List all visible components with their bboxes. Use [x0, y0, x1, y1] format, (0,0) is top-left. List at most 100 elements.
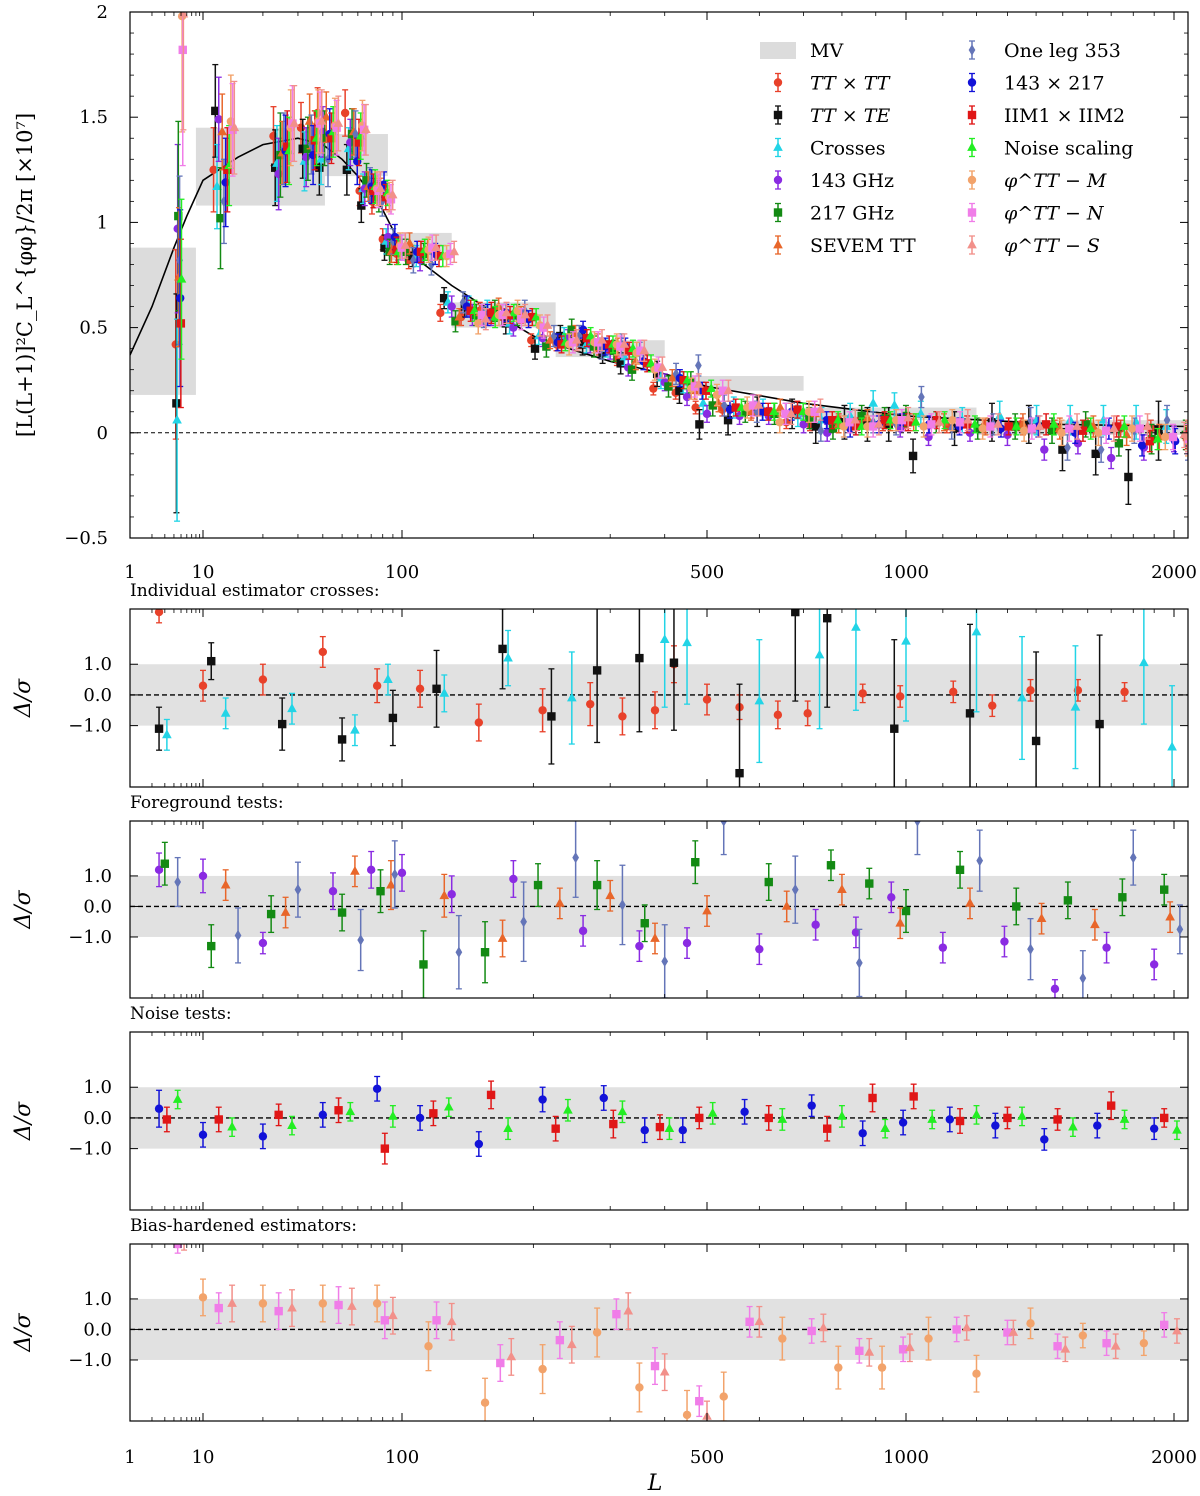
series-tt_tt: [154, 609, 1129, 742]
panel-axes-box: [129, 820, 1189, 999]
data-point: [298, 144, 307, 153]
data-point: [1068, 1121, 1078, 1131]
data-point: [1152, 433, 1163, 443]
data-point: [619, 338, 630, 348]
data-point: [320, 134, 329, 143]
data-point: [383, 674, 393, 683]
legend-label: 143 GHz: [810, 170, 894, 192]
data-point: [432, 1316, 441, 1325]
data-point: [976, 855, 984, 867]
data-point: [547, 712, 556, 721]
y-tick-label: 1.0: [83, 1077, 112, 1098]
data-point: [517, 314, 526, 324]
data-point: [466, 306, 475, 315]
data-point: [592, 880, 602, 890]
data-point: [618, 712, 627, 721]
data-point: [216, 213, 225, 223]
data-point: [214, 1303, 223, 1313]
panel-y-axis-label: Δ/σ: [11, 1101, 36, 1141]
data-point: [315, 163, 324, 172]
data-point: [764, 1113, 773, 1123]
data-point: [1065, 414, 1076, 424]
data-point: [1047, 426, 1057, 435]
data-point: [962, 414, 973, 424]
data-point: [592, 666, 602, 675]
panel-axes-box: [129, 1031, 1189, 1211]
data-point: [619, 351, 630, 361]
data-point: [720, 821, 728, 827]
data-point: [659, 634, 670, 644]
series-crosses: [162, 609, 1177, 787]
data-point: [650, 933, 660, 942]
data-point: [220, 195, 228, 208]
data-point: [434, 251, 444, 261]
data-point: [481, 313, 491, 323]
data-point: [376, 886, 385, 896]
data-point: [754, 1316, 765, 1326]
data-point: [380, 1144, 390, 1153]
data-point: [636, 346, 645, 355]
data-point: [415, 1113, 425, 1123]
series-phiN: [173, 1244, 1169, 1418]
data-point: [693, 378, 704, 388]
data-point: [723, 385, 734, 395]
data-point: [889, 399, 900, 409]
data-point: [1110, 1340, 1121, 1350]
main-panel: 1 10 100 500 1000 2000 −0.5 0 0.5 1 1.5 2 [L(L+1)]²C…: [13, 2, 1197, 583]
x-axis-label: L: [647, 1471, 663, 1496]
data-point: [597, 334, 607, 344]
data-point: [898, 1118, 908, 1127]
data-point: [352, 128, 359, 140]
data-point: [198, 1130, 208, 1140]
data-point: [799, 420, 808, 429]
x-tick-label: 10: [192, 562, 215, 583]
data-point: [1040, 1135, 1049, 1144]
legend-label: 143 × 217: [1004, 73, 1105, 95]
data-point: [1026, 686, 1035, 695]
data-point: [451, 317, 460, 326]
data-point: [428, 258, 435, 271]
data-point: [803, 709, 812, 718]
legend-label: MV: [810, 40, 843, 62]
data-point: [506, 1351, 517, 1361]
data-point: [154, 609, 164, 617]
data-point: [1026, 1319, 1035, 1328]
data-point: [1078, 426, 1088, 435]
data-point: [419, 960, 428, 969]
data-point: [443, 1101, 454, 1111]
data-point: [661, 955, 669, 968]
data-point: [952, 1325, 961, 1334]
data-point: [550, 330, 558, 342]
data-point: [316, 153, 326, 163]
legend-swatch: [760, 42, 796, 59]
data-point: [258, 938, 268, 948]
data-point: [280, 907, 291, 916]
data-point: [702, 695, 712, 704]
data-point: [755, 944, 764, 954]
x-tick-label: 500: [690, 562, 724, 583]
data-point: [1057, 428, 1066, 437]
data-point: [217, 126, 228, 136]
data-point: [357, 934, 365, 946]
data-point: [919, 422, 928, 431]
data-point: [1165, 911, 1175, 921]
data-point: [945, 1115, 955, 1124]
y-tick-label: 0.5: [79, 318, 108, 339]
data-point: [431, 242, 441, 252]
data-point: [678, 1126, 687, 1135]
data-point: [713, 397, 724, 407]
data-point: [1149, 960, 1159, 969]
data-point: [833, 414, 843, 424]
data-point: [903, 412, 914, 422]
data-point: [932, 415, 942, 425]
data-point: [1008, 1327, 1019, 1336]
data-point: [619, 899, 626, 911]
data-point: [652, 369, 662, 379]
data-point: [1095, 719, 1104, 729]
legend-marker: [773, 239, 783, 249]
data-point: [1060, 1343, 1071, 1353]
legend-marker: [773, 78, 783, 87]
y-tick-label: 2: [97, 2, 108, 23]
data-point: [1149, 1124, 1159, 1133]
